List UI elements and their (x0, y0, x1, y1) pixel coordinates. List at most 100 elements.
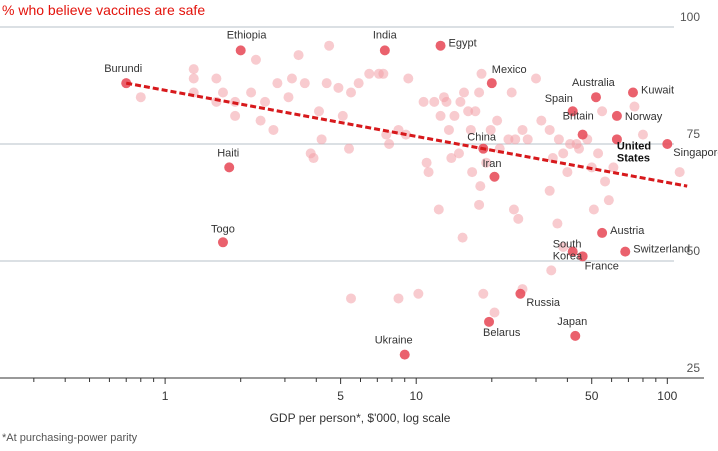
data-point (188, 64, 199, 75)
data-point (381, 129, 392, 140)
data-point (324, 40, 335, 51)
point-label: Mexico (492, 64, 527, 76)
labeled-data-point (489, 171, 500, 182)
data-point (418, 96, 429, 107)
point-label: Ukraine (375, 335, 413, 347)
data-point (433, 204, 444, 215)
data-point (489, 307, 500, 318)
data-point (230, 110, 241, 121)
labeled-data-point (515, 288, 526, 299)
point-label: Kuwait (641, 85, 674, 97)
point-label-line: South (553, 239, 582, 251)
labeled-data-point (379, 45, 390, 56)
data-point (268, 124, 279, 135)
labeled-data-point (627, 87, 638, 98)
chart-title: % who believe vaccines are safe (2, 2, 206, 18)
data-point (603, 195, 614, 206)
data-point (449, 110, 460, 121)
point-label: Burundi (104, 63, 142, 75)
data-point (364, 68, 375, 79)
data-point (562, 167, 573, 178)
y-tick-label: 25 (687, 361, 701, 375)
trend-line (125, 81, 688, 188)
data-point (478, 288, 489, 299)
point-label: China (467, 132, 497, 144)
data-point (522, 134, 533, 145)
data-point (470, 106, 481, 117)
data-point (558, 241, 569, 252)
data-point (457, 232, 468, 243)
point-label: Norway (625, 111, 663, 123)
labeled-data-point (224, 162, 235, 173)
data-point (481, 157, 492, 168)
labeled-data-point (620, 246, 631, 257)
point-label: India (373, 29, 398, 41)
data-point (421, 157, 432, 168)
data-point (674, 167, 685, 178)
data-point (536, 115, 547, 126)
y-tick-label: 100 (680, 10, 700, 24)
y-tick-label: 75 (687, 127, 701, 141)
gridlines (0, 26, 674, 262)
data-point (453, 148, 464, 159)
labeled-data-point (486, 78, 497, 89)
point-label: Haiti (217, 147, 239, 159)
trend-line-group (125, 81, 688, 188)
data-point (552, 218, 563, 229)
x-axis-label: GDP per person*, $'000, log scale (270, 411, 451, 425)
data-point (465, 124, 476, 135)
point-label: Spain (545, 93, 573, 105)
data-point (475, 181, 486, 192)
data-point (188, 73, 199, 84)
data-point (308, 153, 319, 164)
data-point (346, 293, 357, 304)
data-point (574, 143, 585, 154)
data-point (246, 87, 257, 98)
labeled-data-point (611, 110, 622, 121)
labeled-data-point (570, 330, 581, 341)
point-label-line: States (617, 152, 650, 164)
point-label: Japan (557, 316, 587, 328)
labeled-data-point (217, 237, 228, 248)
data-point (378, 68, 389, 79)
data-point (316, 134, 327, 145)
point-label: Singapore (673, 147, 718, 159)
data-point (455, 96, 466, 107)
data-point (492, 115, 503, 126)
data-point (393, 293, 404, 304)
point-label: Egypt (449, 38, 477, 50)
data-point (459, 87, 470, 98)
data-point (250, 54, 261, 65)
x-tick-label: 50 (585, 389, 599, 403)
data-point (485, 124, 496, 135)
data-point (403, 73, 414, 84)
data-point (597, 106, 608, 117)
axes: 25 50 75 100 1 5 10 50 100 (0, 10, 704, 403)
data-point (353, 78, 364, 89)
data-point (600, 176, 611, 187)
point-label: Iran (482, 158, 501, 170)
data-point (255, 115, 266, 126)
data-point (286, 73, 297, 84)
data-point (429, 96, 440, 107)
data-point (135, 92, 146, 103)
x-tick-label: 10 (410, 389, 424, 403)
data-point (217, 87, 228, 98)
data-point (517, 124, 528, 135)
point-label: Togo (211, 223, 235, 235)
data-point (423, 167, 434, 178)
data-point (506, 87, 517, 98)
labeled-data-point (611, 134, 622, 145)
data-point (476, 68, 487, 79)
labeled-data-point (399, 349, 410, 360)
point-label: Belarus (483, 327, 521, 339)
data-point (531, 73, 542, 84)
y-tick-label: 50 (687, 244, 701, 258)
data-point (384, 139, 395, 149)
data-point (593, 148, 604, 159)
labeled-data-point (121, 78, 132, 89)
data-point (283, 92, 294, 103)
data-point (293, 50, 304, 61)
data-point (321, 78, 332, 89)
